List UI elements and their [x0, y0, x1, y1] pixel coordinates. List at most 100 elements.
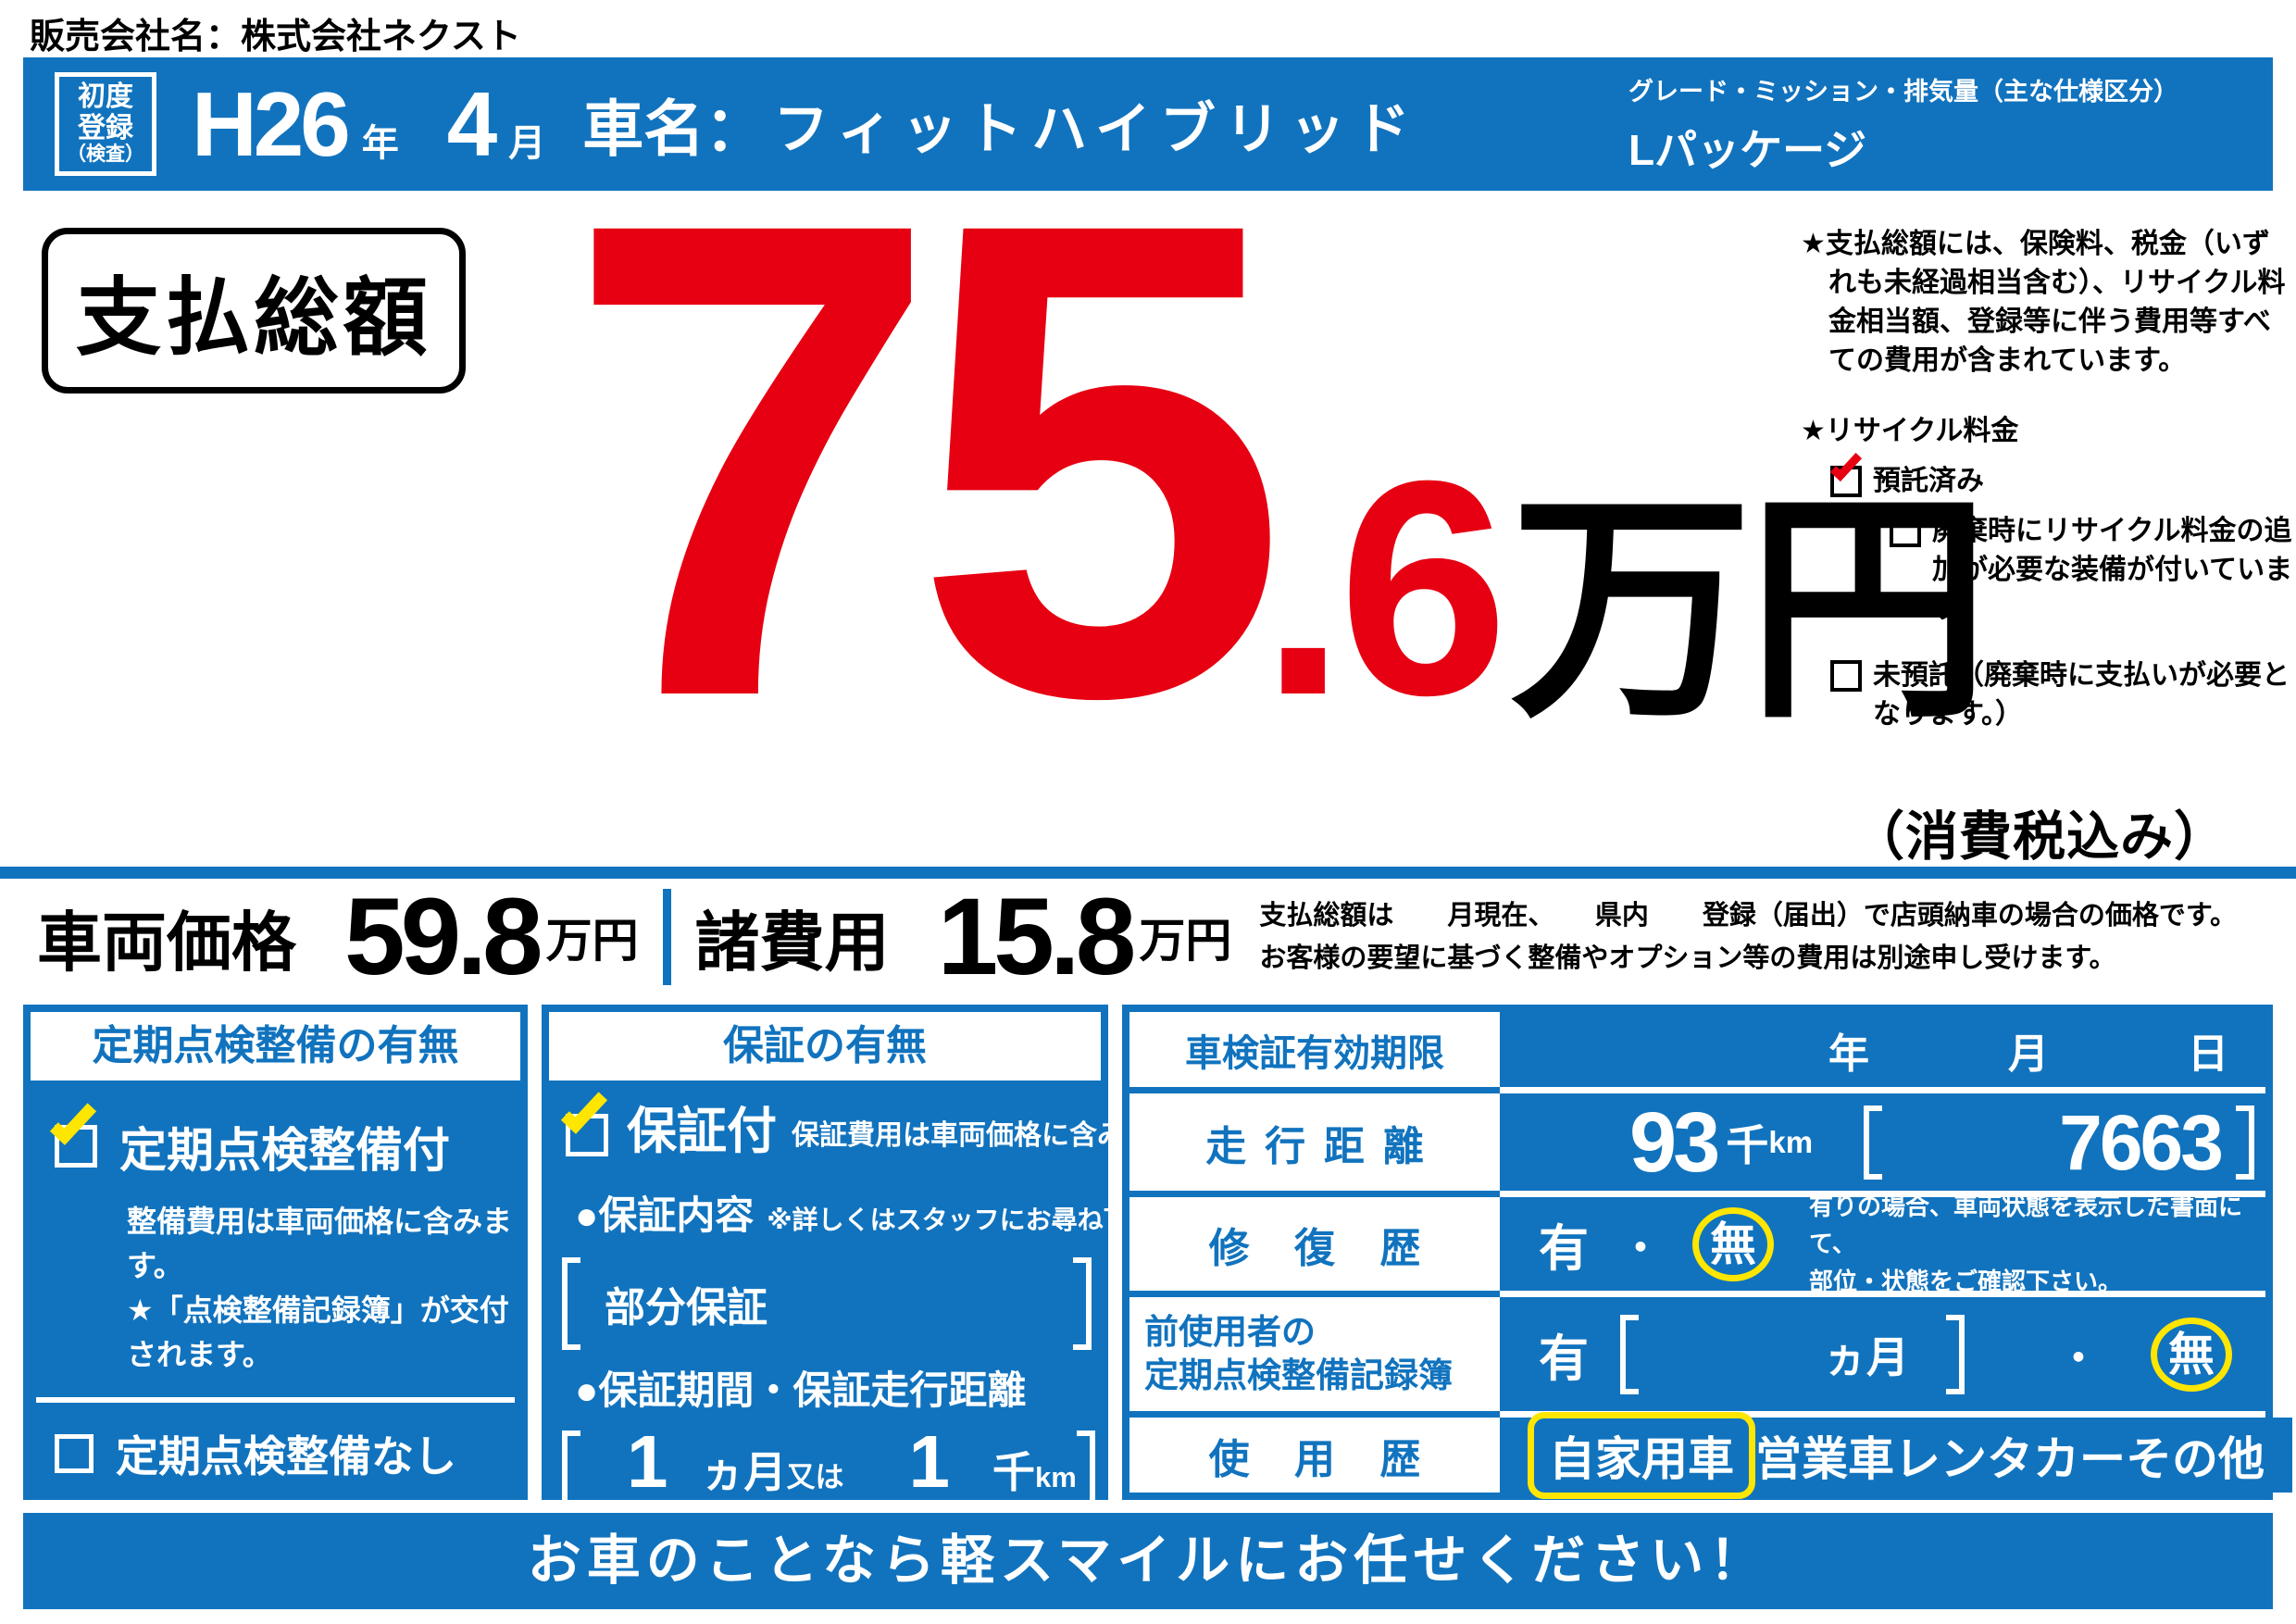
record-months-unit: ヵ月 — [1824, 1332, 1909, 1381]
maintenance-with-checkbox — [49, 1097, 97, 1168]
warranty-content-row: ●保証内容 ※詳しくはスタッフにお尋ね下さい。 — [575, 1184, 1207, 1241]
year-unit: 年 — [361, 122, 399, 164]
separator-dot: ・ — [1620, 1225, 1661, 1271]
expiry-day-unit: 日 — [2188, 1031, 2228, 1077]
grade-value: Lパッケージ — [1628, 125, 1867, 174]
warranty-months-value: 1 — [627, 1420, 668, 1503]
needs-note-line2: 部位・状態をご確認下さい。 — [116, 1618, 520, 1624]
maintenance-without-label: 定期点検整備なし — [116, 1432, 456, 1480]
month-value: 4 — [446, 72, 497, 175]
deposited-checkbox — [1829, 448, 1863, 497]
yellow-check-icon — [49, 1097, 97, 1145]
warranty-period-label: ●保証期間・保証走行距離 — [575, 1368, 1027, 1412]
badge-line3: （検査） — [67, 144, 144, 166]
usage-rental: レンタカー — [1894, 1432, 2126, 1485]
warranty-content-value: 部分保証 — [605, 1285, 767, 1330]
registration-date: H26 年 4 月 — [192, 72, 545, 177]
seller-name: 株式会社ネクスト — [241, 18, 521, 56]
red-check-icon — [1829, 448, 1863, 482]
maintenance-note-line1: 整備費用は車両価格に含みます。 — [127, 1205, 513, 1282]
badge-line1: 初度 — [78, 81, 133, 112]
warranty-period-value-row: 1 ヵ月 又は 1 千 km — [562, 1420, 1095, 1518]
prev-owner-record-value: 有 ヵ月 ・ 無 — [1500, 1297, 2265, 1418]
price-integer: 75 — [565, 81, 1289, 837]
car-name-block: 車名： フィットハイブリッド — [582, 80, 1419, 169]
usage-history-value: 自家用車 営業車 レンタカー その他 — [1500, 1411, 2292, 1499]
mileage-value: 93 千 km 7663 — [1500, 1093, 2265, 1197]
inspection-panel: 車検証有効期限 年 月 日 走行距離 93 千 km 7663 — [1122, 1005, 2292, 1500]
expiry-year-unit: 年 — [1828, 1031, 1869, 1077]
maintenance-without-checkbox — [55, 1434, 94, 1473]
divider-strip — [0, 867, 2296, 879]
maintenance-title: 定期点検整備の有無 — [31, 1012, 520, 1081]
usage-history-label: 使用歴 — [1129, 1418, 1500, 1493]
recycle-extra-row: 廃棄時にリサイクル料金の追加が必要な装備が付いています。 — [1890, 512, 2293, 629]
mileage-thousand-km: 93 — [1629, 1094, 1720, 1190]
vehicle-price-unit: 万円 — [545, 915, 639, 967]
expiry-month-unit: 月 — [2008, 1031, 2049, 1077]
table-row: 走行距離 93 千 km 7663 — [1129, 1093, 2265, 1197]
repair-note: 有りの場合、車両状態を表示した書面にて、 部位・状態をご確認下さい。 — [1809, 1188, 2265, 1300]
warranty-with-label: 保証付 — [627, 1104, 777, 1159]
fees-value: 15.8 — [937, 876, 1137, 998]
usage-other: その他 — [2126, 1432, 2265, 1485]
extra-checkbox — [1890, 516, 1921, 547]
first-registration-badge: 初度 登録 （検査） — [55, 72, 156, 176]
badge-line2: 登録 — [78, 112, 133, 144]
right-bracket-icon — [1946, 1314, 1965, 1394]
maintenance-note-line2: ★「点検整備記録簿」が交付されます。 — [127, 1293, 509, 1371]
not-deposited-checkbox — [1830, 660, 1862, 692]
table-row: 修復歴 有 ・ 無 有りの場合、車両状態を表示した書面にて、 部位・状態をご確認… — [1129, 1193, 2265, 1297]
warranty-km-unit2: km — [1035, 1461, 1077, 1493]
vehicle-price-value: 59.8 — [344, 876, 543, 998]
footer-banner: お車のことなら軽スマイルにお任せください！ — [23, 1513, 2273, 1609]
grade-block: グレード・ミッション・排気量（主な仕様区分） Lパッケージ — [1628, 71, 2240, 178]
month-unit: 月 — [508, 122, 546, 164]
left-bracket-icon — [1620, 1314, 1639, 1394]
prev-owner-record-label: 前使用者の 定期点検整備記録簿 — [1129, 1297, 1500, 1418]
odometer-value: 7663 — [2059, 1098, 2224, 1186]
mileage-unit2: km — [1768, 1124, 1814, 1159]
price-note-line2: お客様の要望に基づく整備やオプション等の費用は別途申し受けます。 — [1259, 943, 2116, 973]
price-conditions-note: 支払総額は 月現在、 県内 登録（届出）で店頭納車の場合の価格です。 お客様の要… — [1259, 894, 2237, 981]
warranty-title: 保証の有無 — [549, 1012, 1101, 1081]
warranty-with-row: 保証付 保証費用は車両価格に含みます。 — [560, 1086, 1205, 1159]
repair-history-label: 修復歴 — [1129, 1197, 1500, 1297]
fees-unit: 万円 — [1139, 915, 1232, 967]
inspection-table: 車検証有効期限 年 月 日 走行距離 93 千 km 7663 — [1129, 1012, 2292, 1499]
record-label-line2: 定期点検整備記録簿 — [1144, 1355, 1453, 1394]
inspection-expiry-label: 車検証有効期限 — [1129, 1012, 1500, 1093]
mileage-unit1: 千 — [1726, 1120, 1769, 1169]
deposited-label: 預託済み — [1873, 466, 1984, 496]
car-name-label: 車名： — [582, 94, 767, 163]
seller-line: 販売会社名：株式会社ネクスト — [30, 7, 521, 58]
vehicle-price-label: 車両価格 — [37, 906, 296, 979]
table-row: 車検証有効期限 年 月 日 — [1129, 1012, 2265, 1093]
usage-commercial: 営業車 — [1755, 1432, 1894, 1485]
grade-caption: グレード・ミッション・排気量（主な仕様区分） — [1628, 77, 2178, 106]
right-bracket-icon — [1076, 1430, 1095, 1512]
extra-label: 廃棄時にリサイクル料金の追加が必要な装備が付いています。 — [1932, 516, 2293, 624]
left-bracket-icon — [562, 1257, 580, 1350]
separator-dot: ・ — [2058, 1335, 2099, 1381]
warranty-months-unit: ヵ月 — [701, 1448, 787, 1496]
warranty-with-checkbox — [560, 1086, 608, 1156]
maintenance-panel: 定期点検整備の有無 定期点検整備付 整備費用は車両価格に含みます。 ★「点検整備… — [23, 1005, 542, 1624]
yellow-check-icon — [560, 1086, 608, 1134]
repair-note-line1: 有りの場合、車両状態を表示した書面にて、 — [1809, 1193, 2243, 1258]
maintenance-with-note: 整備費用は車両価格に含みます。 ★「点検整備記録簿」が交付されます。 — [127, 1199, 520, 1377]
vertical-divider — [662, 889, 671, 985]
maintenance-without-row: 定期点検整備なし — [55, 1423, 520, 1484]
fees-label: 諸費用 — [694, 906, 890, 979]
warranty-panel: 保証の有無 保証付 保証費用は車両価格に含みます。 ●保証内容 ※詳しくはスタッ… — [542, 1005, 1207, 1610]
table-row: 前使用者の 定期点検整備記録簿 有 ヵ月 ・ 無 — [1129, 1297, 2265, 1418]
left-bracket-icon — [1864, 1105, 1883, 1180]
warranty-content-label: ●保証内容 — [575, 1193, 755, 1237]
warranty-content-value-row: 部分保証 — [562, 1255, 1092, 1352]
total-price: 75.6万円 — [565, 121, 1990, 797]
recycle-deposited-row: 預託済み — [1829, 448, 2293, 501]
record-label-line1: 前使用者の — [1144, 1313, 1316, 1352]
repair-history-value: 有 ・ 無 有りの場合、車両状態を表示した書面にて、 部位・状態をご確認下さい。 — [1500, 1193, 2265, 1297]
not-deposited-label: 未預託（廃棄時に支払いが必要となります。） — [1873, 660, 2290, 730]
